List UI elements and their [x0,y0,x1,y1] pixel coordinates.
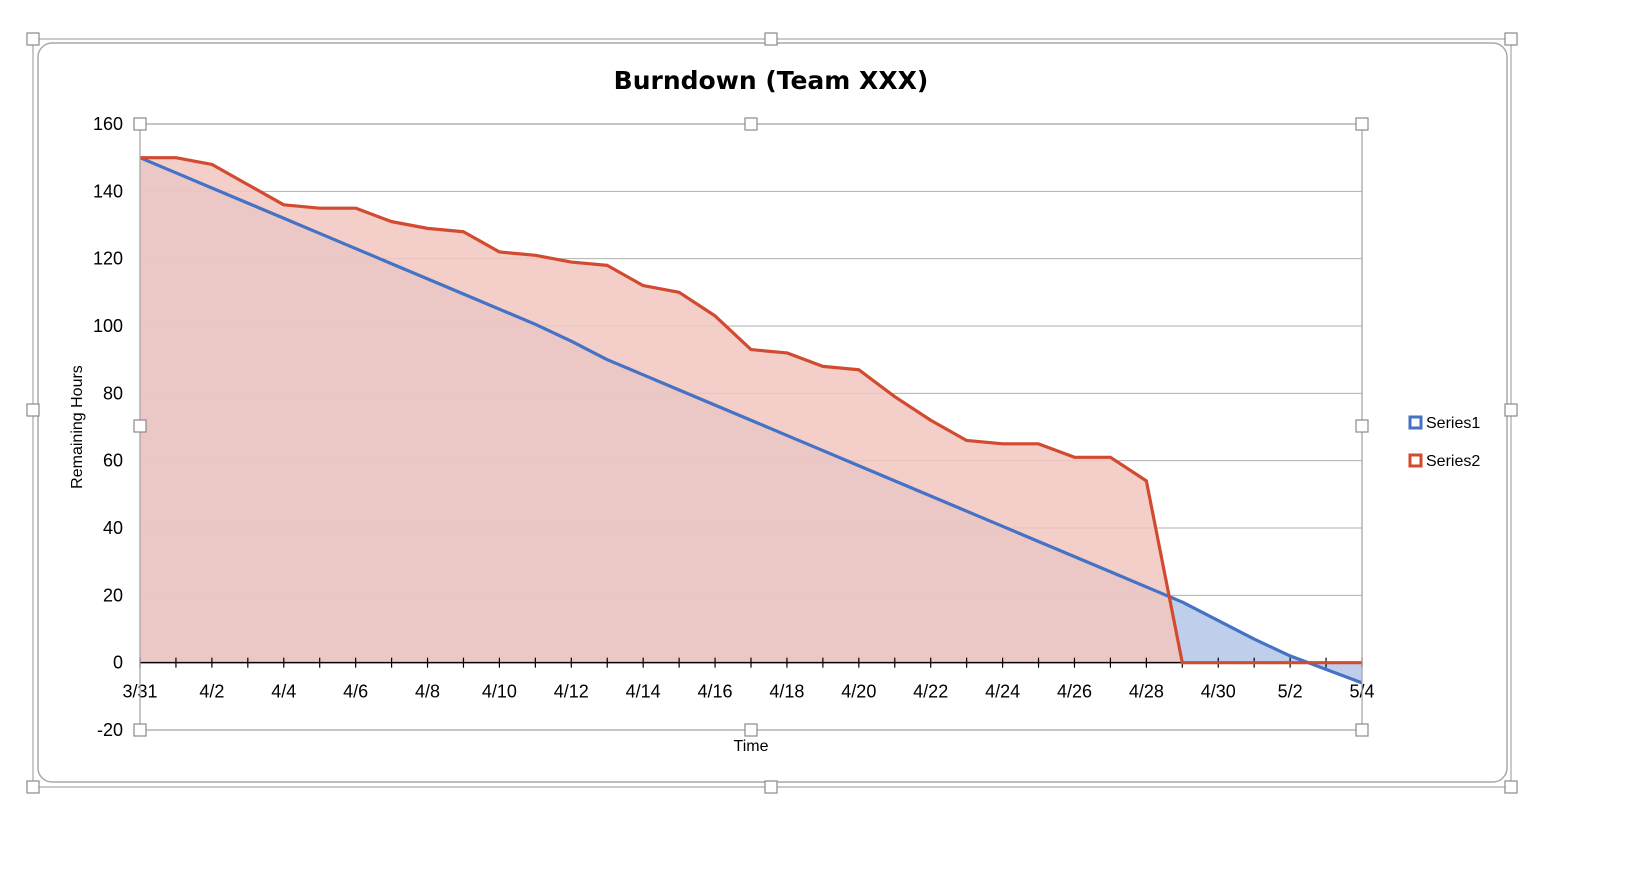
y-axis-title: Remaining Hours [69,365,86,489]
resize-handle[interactable] [1504,32,1518,46]
y-tick-label: -20 [97,720,123,740]
x-tick-label: 4/22 [913,682,948,702]
x-tick-label: 4/24 [985,682,1020,702]
y-tick-label: 0 [113,653,123,673]
resize-handle[interactable] [1355,419,1369,433]
resize-handle[interactable] [1504,403,1518,417]
y-tick-label: 160 [93,114,123,134]
resize-handle[interactable] [764,32,778,46]
y-tick-label: 40 [103,518,123,538]
y-tick-label: 20 [103,585,123,605]
resize-handle[interactable] [1355,723,1369,737]
x-tick-label: 4/18 [769,682,804,702]
legend: Series1 Series2 [1408,415,1480,470]
resize-handle[interactable] [133,419,147,433]
resize-handle[interactable] [26,780,40,794]
resize-handle[interactable] [26,32,40,46]
selection-handles[interactable] [26,32,1518,794]
x-tick-label: 4/14 [626,682,661,702]
resize-handle[interactable] [26,403,40,417]
x-tick-label: 4/8 [415,682,440,702]
line-series2 [140,156,1362,665]
resize-handle[interactable] [133,117,147,131]
x-tick-label: 4/4 [271,682,296,702]
resize-handle[interactable] [133,723,147,737]
resize-handle[interactable] [1504,780,1518,794]
resize-handle[interactable] [744,117,758,131]
chart-title: Burndown (Team XXX) [614,66,929,95]
y-axis: 160 140 120 100 80 60 40 20 0 -20 [93,114,123,740]
y-tick-label: 140 [93,181,123,201]
x-tick-label: 4/30 [1201,682,1236,702]
x-tick-label: 4/16 [698,682,733,702]
y-tick-label: 60 [103,451,123,471]
legend-label-series2: Series2 [1426,453,1480,470]
x-axis-title: Time [734,738,769,755]
legend-label-series1: Series1 [1426,415,1480,432]
series-lines [140,156,1363,685]
x-axis-labels: 3/31 4/2 4/4 4/6 4/8 4/10 4/12 4/14 4/16 4/18 4/20… [122,682,1374,702]
y-tick-label: 120 [93,249,123,269]
line-series1 [140,156,1363,685]
x-tick-label: 4/26 [1057,682,1092,702]
y-tick-label: 100 [93,316,123,336]
legend-swatch-series1 [1408,415,1423,430]
x-tick-label: 4/10 [482,682,517,702]
x-tick-label: 4/6 [343,682,368,702]
resize-handle[interactable] [1355,117,1369,131]
x-tick-label: 4/20 [841,682,876,702]
x-tick-label: 4/2 [199,682,224,702]
area-series2 [140,157,1362,663]
resize-handle[interactable] [744,723,758,737]
y-tick-label: 80 [103,383,123,403]
x-tick-label: 5/2 [1278,682,1303,702]
x-tick-label: 4/28 [1129,682,1164,702]
x-tick-label: 4/12 [554,682,589,702]
resize-handle[interactable] [764,780,778,794]
legend-swatch-series2 [1408,453,1423,468]
